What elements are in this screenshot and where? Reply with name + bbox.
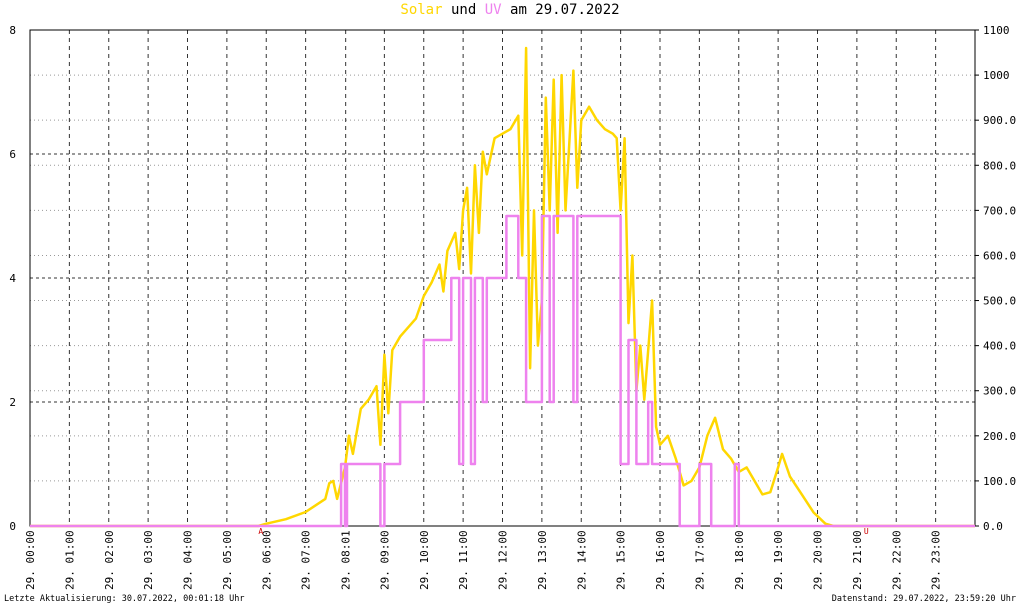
y2-tick-label: 0.0 [983,520,1003,533]
x-tick-label: 29. 13:00 [536,530,549,590]
chart-title: Solar und UV am 29.07.2022 [400,2,619,18]
title-series: Solar [400,2,442,18]
y-tick-label: 0 [9,520,16,533]
footer-right: Datenstand: 29.07.2022, 23:59:20 Uhr [832,594,1016,604]
y2-tick-label: 200.0 [983,430,1016,443]
x-tick-label: 29. 15:00 [615,530,628,590]
series-line [30,214,975,528]
y2-tick-label: 400.0 [983,340,1016,353]
y2-tick-label: 800.0 [983,159,1016,172]
x-tick-label: 29. 00:00 [24,530,37,590]
y-tick-label: 2 [9,396,16,409]
y-tick-label: 6 [9,148,16,161]
y-tick-label: 8 [9,24,16,37]
x-tick-label: 29. 02:00 [103,530,116,590]
x-tick-label: 29. 07:00 [300,530,313,590]
series-line [30,46,975,528]
x-tick-label: 29. 18:00 [733,530,746,590]
x-tick-label: 29. 17:00 [693,530,706,590]
y2-tick-label: 300.0 [983,385,1016,398]
x-tick-label: 29. 12:00 [497,530,510,590]
x-tick-label: 29. 20:00 [812,530,825,590]
y2-tick-label: 900.0 [983,114,1016,127]
annotation: U [864,527,869,536]
y2-tick-label: 100.0 [983,475,1016,488]
x-tick-label: 29. 22:00 [890,530,903,590]
x-tick-label: 29. 23:00 [930,530,943,590]
x-tick-label: 29. 10:00 [418,530,431,590]
footer-left: Letzte Aktualisierung: 30.07.2022, 00:01… [4,594,245,604]
x-tick-label: 29. 19:00 [772,530,785,590]
x-tick-label: 29. 01:00 [63,530,76,590]
x-tick-label: 29. 16:00 [654,530,667,590]
plot-frame [29,29,976,527]
x-tick-label: 29. 08:01 [340,530,353,590]
y2-tick-label: 1100 [983,24,1010,37]
x-tick-label: 29. 14:00 [575,530,588,590]
x-tick-label: 29. 03:00 [142,530,155,590]
y2-tick-label: 1000 [983,69,1010,82]
y2-tick-label: 600.0 [983,249,1016,262]
x-tick-label: 29. 11:00 [457,530,470,590]
x-tick-label: 29. 05:00 [221,530,234,590]
title-date: am 29.07.2022 [510,2,620,18]
title-series: UV [485,2,502,18]
y2-tick-label: 700.0 [983,204,1016,217]
annotation: A [258,527,263,536]
x-tick-label: 29. 09:00 [378,530,391,590]
x-tick-label: 29. 21:00 [851,530,864,590]
y2-tick-label: 500.0 [983,295,1016,308]
y-tick-label: 4 [9,272,16,285]
x-tick-label: 29. 04:00 [182,530,195,590]
title-connector: und [451,2,476,18]
x-tick-label: 29. 06:00 [260,530,273,590]
